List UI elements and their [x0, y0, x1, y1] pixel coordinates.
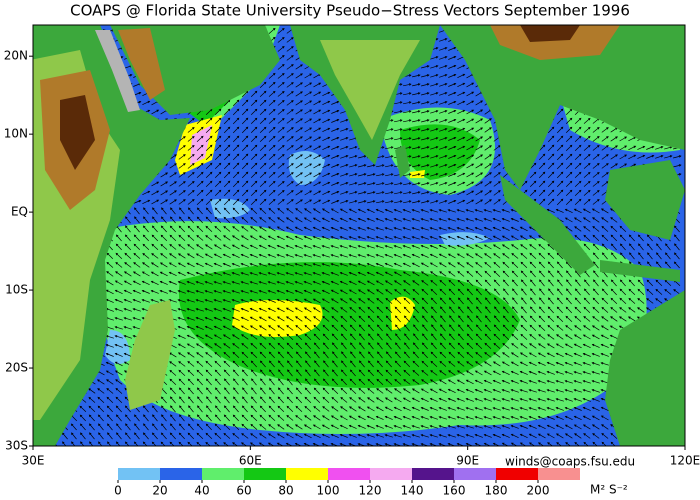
- colorbar-tick-label: 120: [359, 484, 382, 498]
- colorbar-swatch: [328, 468, 370, 480]
- java: [600, 260, 680, 282]
- colorbar-tick-label: 100: [317, 484, 340, 498]
- colorbar-swatch: [454, 468, 496, 480]
- contours: [97, 25, 680, 434]
- colorbar-swatch: [118, 468, 160, 480]
- sri-lanka: [395, 145, 410, 178]
- lon-tick-label: 30E: [22, 454, 45, 468]
- axes: 30E 60E 90E 120E 20N 10N EQ 10S 20S 30S: [4, 49, 700, 468]
- colorbar-tick-label: 160: [443, 484, 466, 498]
- land: [33, 25, 685, 446]
- colorbar-swatch: [370, 468, 412, 480]
- ethiopian-peak: [60, 95, 95, 170]
- lat-tick-label: 30S: [5, 439, 28, 453]
- southeast-asia: [440, 25, 685, 190]
- colorbar-tick-label: 0: [114, 484, 122, 498]
- colorbar-swatch: [160, 468, 202, 480]
- credit: winds@coaps.fsu.edu: [505, 455, 635, 469]
- colorbar-swatch: [496, 468, 538, 480]
- lat-tick-label: 20S: [5, 361, 28, 375]
- colorbar-units: M² S⁻²: [590, 483, 628, 497]
- madagascar: [125, 300, 175, 410]
- himalaya-peak: [520, 25, 580, 42]
- lat-tick-label: 10S: [5, 283, 28, 297]
- sumatra: [500, 175, 595, 275]
- colorbar-tick-label: 140: [401, 484, 424, 498]
- lon-tick-label: 90E: [456, 454, 479, 468]
- colorbar-swatch: [244, 468, 286, 480]
- lat-tick-label: EQ: [11, 205, 28, 219]
- himalaya: [490, 25, 620, 60]
- colorbar-swatch: [412, 468, 454, 480]
- map: [33, 25, 685, 446]
- colorbar-tick-label: 20: [152, 484, 167, 498]
- colorbar-tick-label: 40: [194, 484, 209, 498]
- contour-120-140: [190, 125, 212, 165]
- colorbar-tick-label: 200: [527, 484, 550, 498]
- borneo: [605, 160, 685, 240]
- colorbar-tick-label: 180: [485, 484, 508, 498]
- india-plateau: [320, 40, 420, 140]
- map-title: COAPS @ Florida State University Pseudo−…: [70, 2, 630, 20]
- colorbar-swatch: [202, 468, 244, 480]
- lat-tick-label: 10N: [4, 127, 28, 141]
- contour-60-80: [178, 35, 520, 388]
- map-frame: [32, 24, 686, 447]
- colorbar-tick-label: 80: [278, 484, 293, 498]
- lat-tick-label: 20N: [4, 49, 28, 63]
- colorbar: 0 20 40 60 80 100 120 140 160 180 200: [114, 468, 580, 498]
- arabia-highland: [118, 28, 165, 100]
- red-sea: [95, 30, 140, 112]
- lon-tick-label: 60E: [239, 454, 262, 468]
- colorbar-swatch: [538, 468, 580, 480]
- colorbar-swatch: [286, 468, 328, 480]
- australia: [605, 290, 685, 446]
- colorbar-tick-label: 60: [236, 484, 251, 498]
- lon-tick-label: 120E: [670, 454, 700, 468]
